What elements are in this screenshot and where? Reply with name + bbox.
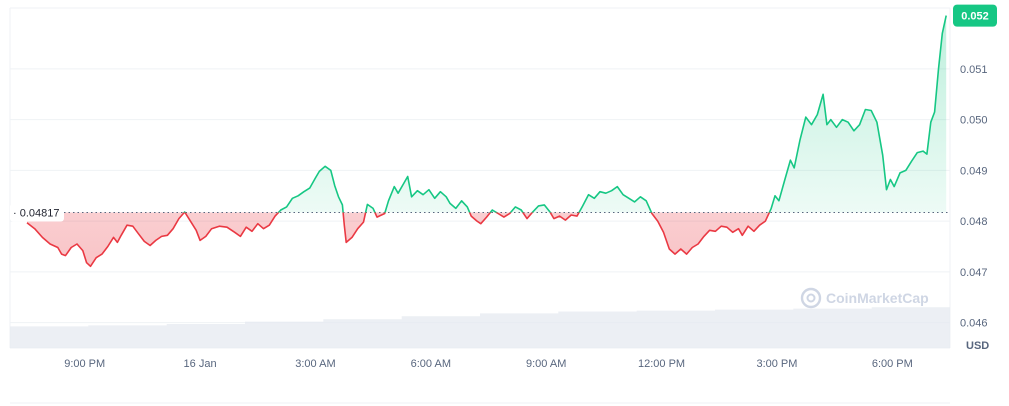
y-tick-label: 0.051 — [960, 64, 988, 76]
volume-area — [10, 307, 950, 348]
y-axis: 0.051 0.050 0.049 0.048 0.047 0.046 USD — [960, 64, 989, 352]
coinmarketcap-logo-inner — [806, 293, 816, 303]
watermark: CoinMarketCap — [800, 287, 929, 309]
x-tick-label: 3:00 AM — [295, 358, 335, 370]
x-tick-label: 6:00 AM — [411, 358, 451, 370]
y-tick-label: 0.050 — [960, 115, 988, 127]
area-below-baseline — [27, 212, 770, 267]
x-tick-label: 3:00 PM — [756, 358, 797, 370]
price-areas — [27, 15, 947, 267]
y-tick-label: 0.048 — [960, 216, 988, 228]
price-line-up — [183, 15, 947, 213]
x-axis: 9:00 PM 16 Jan 3:00 AM 6:00 AM 9:00 AM 12:00 … — [10, 358, 950, 404]
coinmarketcap-logo-icon — [800, 287, 822, 309]
baseline: · 0.04817 — [10, 203, 950, 222]
x-tick-label: 6:00 PM — [872, 358, 913, 370]
baseline-label: · 0.04817 — [13, 208, 59, 220]
volume-bars — [10, 307, 950, 348]
y-tick-label: 0.046 — [960, 318, 988, 330]
x-tick-label: 9:00 AM — [526, 358, 566, 370]
price-line-down — [26, 212, 771, 268]
baseline-label-box — [10, 203, 64, 222]
price-lines — [26, 15, 947, 268]
x-tick-label: 12:00 PM — [638, 358, 685, 370]
current-price-label: 0.052 — [961, 11, 989, 23]
x-tick-label: 16 Jan — [184, 358, 217, 370]
x-tick-label: 9:00 PM — [64, 358, 105, 370]
area-above-baseline — [27, 15, 947, 213]
badges: 0.052 — [953, 4, 997, 27]
y-tick-label: 0.049 — [960, 165, 988, 177]
currency-label: USD — [966, 340, 989, 352]
current-price-badge — [953, 4, 997, 27]
watermark-text: CoinMarketCap — [826, 290, 929, 306]
y-tick-label: 0.047 — [960, 267, 988, 279]
